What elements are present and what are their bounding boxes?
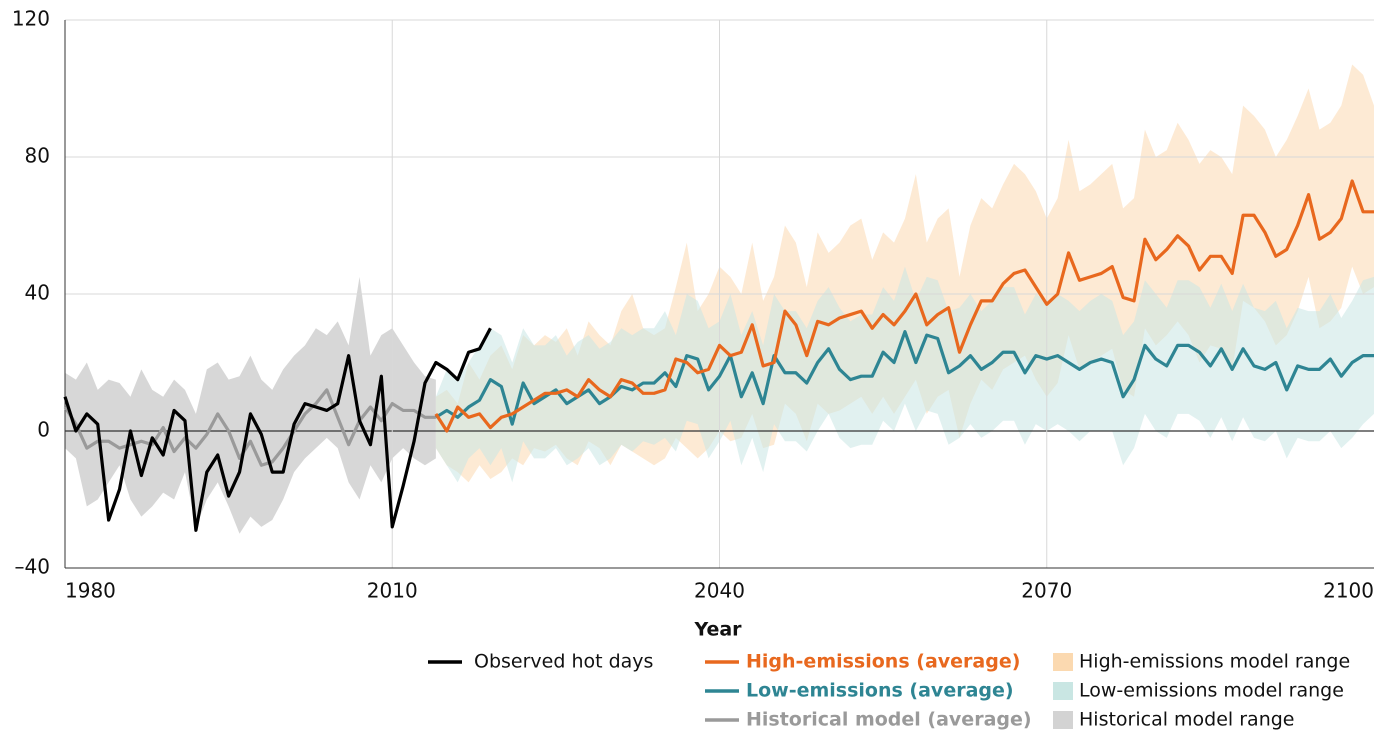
legend-label: Historical model (average) — [746, 709, 1032, 731]
x-tick-label: 2100 — [1323, 579, 1374, 603]
x-axis-label: Year — [693, 619, 742, 641]
legend-label: Low-emissions (average) — [746, 680, 1014, 702]
legend-swatch — [1053, 682, 1073, 700]
y-tick-label: 0 — [37, 418, 50, 442]
legend-swatch — [1053, 653, 1073, 671]
legend-label: High-emissions model range — [1079, 651, 1350, 673]
y-tick-label: 120 — [12, 7, 50, 31]
legend-label: Low-emissions model range — [1079, 680, 1344, 702]
y-tick-label: 80 — [25, 144, 50, 168]
x-tick-label: 2040 — [694, 579, 745, 603]
range-band — [65, 276, 436, 534]
legend-swatch — [1053, 711, 1073, 729]
x-tick-label: 2070 — [1021, 579, 1072, 603]
x-tick-label: 1980 — [65, 579, 116, 603]
x-tick-label: 2010 — [367, 579, 418, 603]
legend-label: High-emissions (average) — [746, 651, 1020, 673]
series-line — [435, 330, 1374, 426]
legend-label: Historical model range — [1079, 709, 1295, 731]
legend-label: Observed hot days — [474, 651, 653, 673]
y-tick-label: –40 — [15, 555, 50, 579]
series-line — [434, 179, 1374, 433]
series-line — [63, 327, 492, 532]
range-band — [435, 266, 1375, 483]
y-tick-label: 40 — [25, 281, 50, 305]
